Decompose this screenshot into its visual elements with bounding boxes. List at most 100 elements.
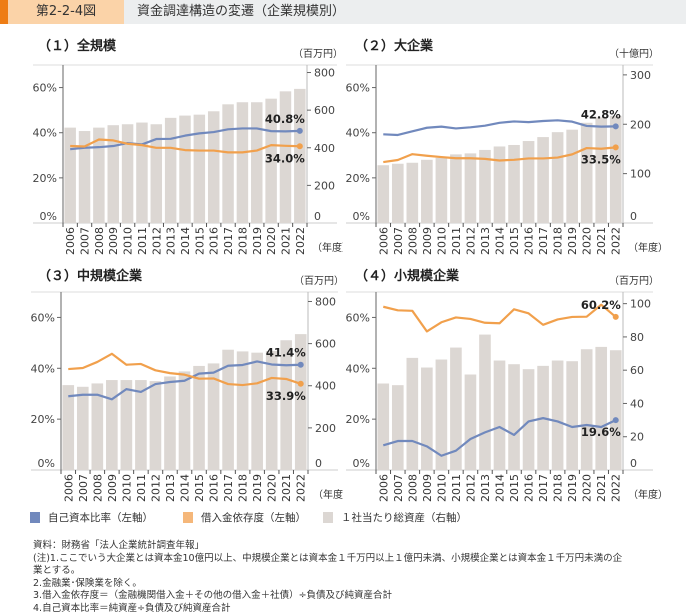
bar-total-assets (479, 334, 491, 470)
right-tick-label: 100 (630, 168, 651, 181)
right-tick-label: 200 (314, 179, 335, 192)
bar-total-assets (222, 349, 234, 470)
bar-total-assets (78, 131, 91, 223)
x-axis-unit: （年度） (628, 488, 668, 501)
bar-total-assets (406, 162, 419, 223)
x-tick-label: 2006 (377, 474, 390, 502)
right-axis-unit: （百万円） (293, 48, 343, 60)
x-tick-label: 2017 (537, 474, 550, 502)
legend-swatch (30, 512, 40, 523)
bar-total-assets (265, 98, 277, 223)
line-equity-ratio (383, 119, 616, 137)
bar-total-assets (537, 137, 549, 223)
x-tick-label: 2021 (595, 474, 608, 502)
x-tick-label: 2019 (566, 227, 579, 255)
line-equity-ratio (382, 417, 617, 457)
bar-total-assets (566, 129, 578, 223)
right-tick-label: 200 (315, 422, 336, 435)
x-tick-label: 2006 (62, 474, 75, 502)
panel-title: （１）全規模 (38, 38, 117, 54)
bar-total-assets (178, 371, 191, 470)
x-tick-label: 2019 (566, 474, 579, 502)
x-tick-label: 2016 (208, 474, 221, 502)
right-tick-label: 200 (630, 118, 651, 131)
bar-total-assets (236, 351, 249, 470)
note-source: 資料：財務省「法人企業統計調査年報」 (33, 540, 205, 551)
left-tick-label: 60% (33, 82, 57, 95)
x-tick-label: 2022 (610, 227, 623, 255)
chart-panel-small: （４）小規模企業 （百万円） 0% 20% 40% 60% 0 20 40 60 80 100 2006… (346, 268, 668, 502)
x-tick-label: 2022 (294, 227, 307, 255)
bar-total-assets (207, 363, 220, 470)
bar-total-assets (164, 376, 176, 470)
x-tick-label: 2014 (494, 227, 507, 255)
note-1: (注)1.ここでいう大企業とは資本金10億円以上、中規模企業とは資本金１千万円以… (33, 552, 623, 564)
bar-total-assets (251, 352, 263, 470)
legend-label: 自己資本比率（左軸） (48, 512, 153, 524)
end-marker-debt-dependence (297, 380, 304, 387)
bar-total-assets (377, 383, 390, 470)
bar-total-assets (179, 115, 191, 223)
figure-title: 資金調達構造の変遷（企業規模別） (137, 4, 346, 19)
right-axis-unit: （百万円） (294, 275, 343, 287)
legend-label: 借入金依存度（左軸） (201, 512, 306, 524)
bar-total-assets (136, 122, 148, 223)
x-tick-label: 2013 (479, 227, 492, 255)
x-tick-label: 2011 (136, 227, 149, 255)
line-debt-dependence (70, 138, 300, 154)
bar-total-assets (93, 127, 105, 223)
bar-total-assets (508, 144, 520, 223)
note-1-cont: 業とする。 (33, 565, 81, 576)
x-tick-label: 2011 (450, 227, 463, 255)
bar-total-assets (435, 359, 448, 470)
bar-total-assets (91, 383, 104, 470)
left-tick-label: 0% (40, 210, 57, 223)
legend-item-debt-dependence: 借入金依存度（左軸） (183, 510, 306, 525)
figure-header: 第2-2-4図 資金調達構造の変遷（企業規模別） (0, 0, 686, 24)
right-tick-label: 800 (315, 295, 336, 308)
x-tick-label: 2012 (149, 474, 162, 502)
x-tick-label: 2007 (79, 227, 92, 255)
bar-total-assets (149, 381, 162, 470)
x-tick-label: 2011 (450, 474, 463, 502)
end-label-debt-dependence: 34.0% (265, 151, 305, 165)
source-notes: 資料：財務省「法人企業統計調査年報」 (注)1.ここでいう大企業とは資本金10億… (33, 540, 622, 613)
x-tick-label: 2018 (552, 474, 565, 502)
left-tick-label: 0% (353, 457, 370, 470)
left-tick-label: 20% (346, 172, 370, 185)
bar-total-assets (551, 132, 564, 223)
bar-total-assets (609, 350, 622, 470)
x-tick-label: 2021 (280, 474, 293, 502)
x-tick-label: 2022 (295, 474, 308, 502)
x-tick-label: 2019 (251, 227, 264, 255)
bar-total-assets (193, 114, 206, 223)
end-label-debt-dependence: 33.9% (266, 389, 306, 403)
x-axis-unit: （年度） (312, 241, 343, 254)
note-2: 2.金融業･保険業を除く。 (33, 577, 142, 589)
x-tick-label: 2007 (392, 474, 405, 502)
bar-total-assets (121, 124, 134, 223)
x-tick-label: 2016 (523, 474, 536, 502)
bar-total-assets (421, 367, 433, 470)
left-tick-label: 40% (346, 127, 370, 140)
x-tick-label: 2009 (421, 227, 434, 255)
left-tick-label: 60% (346, 82, 370, 95)
x-tick-label: 2006 (377, 227, 390, 255)
bar-total-assets (207, 111, 220, 223)
bar-total-assets (551, 360, 564, 470)
x-tick-label: 2012 (150, 227, 163, 255)
bar-total-assets (294, 88, 306, 223)
bar-total-assets (62, 385, 75, 470)
note-3: 3.借入金依存度＝（金融機関借入金＋その他の借入金＋社債）÷負債及び純資産合計 (33, 590, 393, 601)
left-tick-label: 40% (31, 362, 55, 375)
bar-total-assets (64, 127, 76, 223)
end-label-equity-ratio: 41.4% (266, 346, 306, 360)
figure-number: 第2-2-4図 (8, 0, 124, 24)
x-tick-label: 2019 (251, 474, 264, 502)
right-tick-label: 400 (315, 380, 336, 393)
end-marker-debt-dependence (296, 143, 303, 150)
bar-total-assets (193, 365, 205, 470)
bar-total-assets (595, 117, 608, 223)
x-tick-label: 2006 (64, 227, 77, 255)
end-marker-debt-dependence (612, 313, 619, 320)
